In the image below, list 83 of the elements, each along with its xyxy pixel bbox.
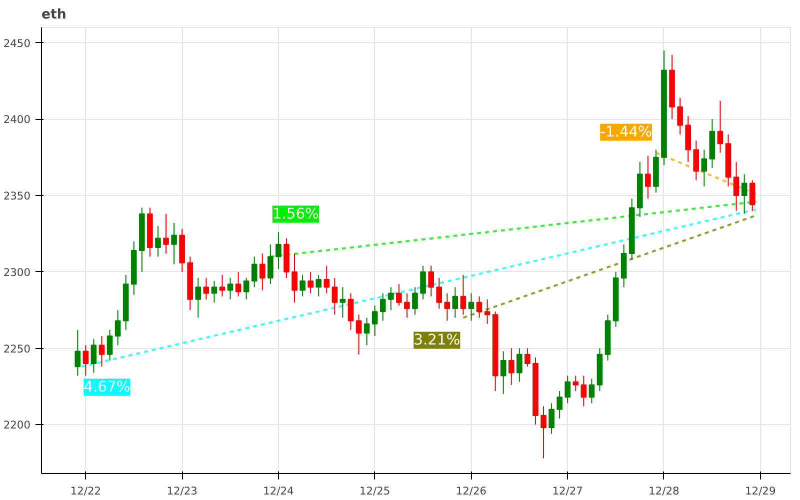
candlestick [556,390,562,420]
annotation: 4.67% [84,378,130,396]
candlestick [404,292,410,318]
chart-title: eth [42,8,66,22]
candlestick [645,155,651,200]
candlestick [332,277,338,316]
x-tick-label: 12/26 [456,484,487,498]
candlestick [227,277,234,300]
candlestick [324,265,330,294]
candlestick [163,213,169,254]
candlestick [114,310,121,346]
candlestick [259,253,266,291]
candlestick [588,378,595,404]
y-tick-label: 2400 [3,113,31,126]
candlestick [540,406,546,459]
candlestick [308,271,314,294]
x-tick-label: 12/23 [166,484,198,498]
candlestick [203,277,210,300]
candlestick [98,336,105,368]
x-tick-label: 12/25 [359,484,390,498]
y-tick-label: 2200 [3,418,31,432]
candlestick [524,348,530,368]
candlestick [372,304,378,337]
candlestick [155,226,161,258]
x-tick-label: 12/28 [648,484,680,498]
candlestick [268,244,274,285]
candlestick [749,180,756,212]
x-tick-label: 12/29 [745,484,776,498]
candlestick [90,338,97,374]
candlestick [476,296,482,318]
candlestick [444,292,450,322]
candlestick [276,232,282,270]
candlestick [348,292,354,330]
candlestick [500,350,506,395]
candlestick [452,286,458,318]
candlestick [300,274,306,297]
candlestick [171,222,177,265]
candlestick [717,100,724,154]
candlestick [460,274,466,316]
candlestick [701,149,708,187]
candlestick [741,174,748,214]
candlestick [74,329,81,376]
x-tick-label: 12/24 [263,484,294,498]
candlestick [364,317,370,346]
annotation: 3.21% [414,332,460,349]
annotation: -1.44% [600,124,652,141]
candlestick [564,375,571,404]
candlestick [548,402,554,434]
candlestick [356,314,362,355]
candlestick [195,277,202,318]
candlestick [82,344,89,376]
candlestick [396,284,402,306]
candlestick [211,280,218,303]
candlestick [677,97,683,135]
candlestick [219,274,226,297]
candlestick [243,277,250,300]
candlestick [484,298,490,324]
y-tick-label: 2300 [3,266,31,279]
candlestick [380,292,386,322]
x-tick-label: 12/27 [552,484,583,498]
candlestick [251,256,258,288]
candlestick [693,140,700,181]
candlestick [235,271,242,297]
candlestick [733,161,740,212]
y-tick-label: 2250 [3,342,31,356]
y-tick-label: 2450 [3,36,31,50]
candlestick [106,329,113,361]
candlestick [580,375,587,407]
candlestick [436,277,442,310]
candlestick [292,253,298,303]
candlestick [316,274,322,297]
candlestick [516,348,522,382]
y-tick-label: 2350 [3,190,31,203]
candlestick [572,375,579,392]
candlestick [428,265,434,297]
candlestick [508,348,514,386]
candlestick [468,292,474,322]
candlestick [340,286,346,318]
candlestick [420,265,426,300]
candlestick [388,286,394,311]
x-tick-label: 12/22 [70,484,102,498]
annotation: 1.56% [272,206,320,223]
candlestick [412,286,418,316]
